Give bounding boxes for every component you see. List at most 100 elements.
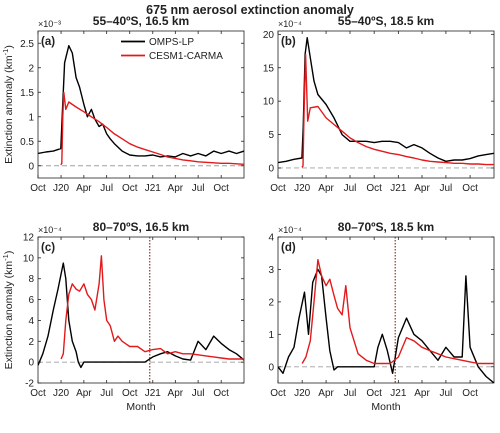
y-tick-label: 4: [268, 233, 274, 244]
series-line-cesm1-carma: [60, 255, 244, 360]
x-tick-label: Oct: [122, 183, 138, 194]
exponent-label: ×10⁻⁴: [278, 225, 302, 235]
panel-title: 80–70ºS, 18.5 km: [338, 220, 434, 234]
y-axis-label: Extinction anomaly (km-1): [1, 251, 15, 370]
panel-title: 55–40ºS, 16.5 km: [93, 14, 189, 28]
x-tick-label: Oct: [213, 388, 229, 399]
y-tick-label: 8: [28, 274, 34, 285]
x-tick-label: Apr: [414, 388, 430, 399]
series-group: [278, 37, 494, 168]
panel-title: 80–70ºS, 16.5 km: [93, 220, 189, 234]
exponent-label: ×10⁻⁴: [38, 225, 62, 235]
series-line-omps-lp: [278, 37, 494, 164]
y-tick-label: 10: [23, 253, 35, 264]
y-tick-label: 2: [28, 337, 34, 348]
x-tick-label: J21: [145, 183, 162, 194]
y-tick-label: 0: [268, 362, 274, 373]
series-line-cesm1-carma: [301, 53, 494, 168]
x-tick-label: J21: [390, 388, 407, 399]
exponent-label: ×10⁻³: [38, 19, 61, 29]
panel-letter: (d): [281, 242, 296, 254]
x-tick-label: Oct: [270, 183, 286, 194]
panel-d: 0 1 2 3 4 Oct J20 Apr Jul Oct J21 Apr Jul Oct 80–70ºS,…: [268, 220, 495, 413]
y-tick-label: 0: [28, 161, 34, 172]
x-tick-label: J21: [390, 183, 407, 194]
x-tick-label: Apr: [76, 183, 92, 194]
x-tick-label: Oct: [30, 183, 46, 194]
x-tick-label: Apr: [76, 388, 92, 399]
y-tick-label: 15: [263, 63, 275, 74]
y-tick-label: -2: [25, 379, 34, 390]
x-tick-label: Oct: [462, 183, 478, 194]
y-tick-label: 10: [263, 97, 275, 108]
x-tick-label: Jul: [440, 388, 453, 399]
y-tick-label: 0.5: [20, 137, 34, 148]
panel-b: 0 5 10 15 20 Oct J20 Apr Jul Oct J21 Apr Jul Oct 55–40…: [263, 14, 495, 194]
x-tick-label: Oct: [122, 388, 138, 399]
panel-letter: (b): [281, 36, 296, 48]
x-tick-label: Jul: [344, 388, 357, 399]
legend-label: CESM1-CARMA: [149, 51, 223, 62]
x-tick-label: Apr: [318, 183, 334, 194]
x-tick-label: Jul: [100, 388, 113, 399]
y-tick-label: 5: [268, 130, 274, 141]
y-tick-label: 1: [268, 330, 274, 341]
x-tick-label: Jul: [192, 183, 205, 194]
y-tick-label: 2.5: [20, 39, 34, 50]
x-tick-label: Oct: [366, 388, 382, 399]
plot-area: [277, 236, 495, 384]
y-tick-label: 20: [263, 30, 275, 41]
exponent-label: ×10⁻⁴: [278, 19, 302, 29]
panel-title: 55–40ºS, 18.5 km: [338, 14, 434, 28]
legend-label: OMPS-LP: [149, 37, 194, 48]
y-tick-label: 0: [268, 163, 274, 174]
panel-letter: (a): [41, 36, 55, 48]
panel-a: 0 0.5 1 1.5 2 2.5 Oct J20 Apr Jul Oct J21 Apr Jul Oct 5…: [1, 14, 245, 194]
series-group: [38, 45, 244, 166]
x-tick-label: Jul: [192, 388, 205, 399]
x-tick-label: Jul: [440, 183, 453, 194]
x-tick-label: Jul: [100, 183, 113, 194]
y-tick-label: 12: [23, 233, 35, 244]
y-tick-label: 6: [28, 295, 34, 306]
y-tick-label: 1.5: [20, 88, 34, 99]
y-tick-label: 2: [268, 297, 274, 308]
x-tick-label: Oct: [270, 388, 286, 399]
x-tick-label: J20: [53, 183, 70, 194]
x-tick-label: Jul: [344, 183, 357, 194]
x-tick-label: Apr: [318, 388, 334, 399]
series-line-omps-lp: [278, 268, 494, 383]
series-line-cesm1-carma: [301, 259, 494, 365]
y-tick-label: 0: [28, 358, 34, 369]
plot-area: [277, 30, 495, 179]
figure-title: 675 nm aerosol extinction anomaly: [146, 3, 354, 17]
series-line-omps-lp: [38, 45, 244, 158]
x-tick-label: Apr: [168, 388, 184, 399]
x-tick-label: J20: [294, 388, 311, 399]
panel-c: -2 0 2 4 6 8 10 12 Oct J20 Apr Jul Oct J21 Apr Jul Oct 80…: [1, 220, 245, 413]
y-axis-label: Extinction anomaly (km-1): [1, 45, 15, 164]
x-tick-label: Apr: [414, 183, 430, 194]
x-axis-label: Month: [371, 401, 400, 413]
series-group: [38, 255, 244, 369]
series-line-cesm1-carma: [60, 91, 244, 166]
x-tick-label: Apr: [168, 183, 184, 194]
x-tick-label: J20: [53, 388, 70, 399]
x-axis-label: Month: [126, 401, 155, 413]
x-tick-label: Oct: [213, 183, 229, 194]
y-tick-label: 2: [28, 63, 34, 74]
x-tick-label: Oct: [462, 388, 478, 399]
panel-letter: (c): [41, 242, 55, 254]
legend: OMPS-LP CESM1-CARMA: [121, 37, 223, 62]
x-tick-label: Oct: [366, 183, 382, 194]
x-tick-label: J21: [145, 388, 162, 399]
y-tick-label: 4: [28, 316, 34, 327]
series-line-omps-lp: [38, 262, 244, 369]
x-tick-label: J20: [294, 183, 311, 194]
plot-area: [37, 236, 245, 384]
series-group: [278, 259, 494, 383]
y-tick-label: 1: [28, 112, 34, 123]
y-tick-label: 3: [268, 265, 274, 276]
x-tick-label: Oct: [30, 388, 46, 399]
